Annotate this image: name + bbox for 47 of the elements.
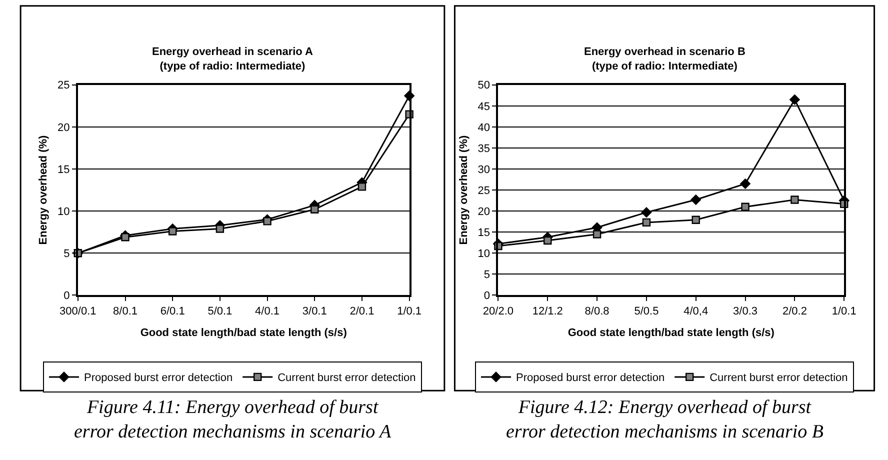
x-tick-label: 3/0.3 bbox=[733, 305, 758, 318]
chart-subtitle: (type of radio: Intermediate) bbox=[592, 60, 738, 72]
caption: Figure 4.11: Energy overhead of burst error detection mechanisms in scenario A bbox=[74, 397, 392, 443]
chart-subtitle: (type of radio: Intermediate) bbox=[160, 60, 306, 72]
y-tick-label: 5 bbox=[484, 269, 490, 282]
chart-title: Energy overhead in scenario B bbox=[584, 46, 746, 58]
x-tick-label: 3/0.1 bbox=[302, 305, 327, 318]
y-tick-label: 30 bbox=[478, 164, 490, 176]
x-tick-label: 5/0.5 bbox=[634, 305, 659, 318]
y-tick-label: 0 bbox=[484, 290, 490, 302]
y-tick-label: 45 bbox=[478, 100, 490, 113]
y-tick-label: 25 bbox=[57, 80, 70, 92]
x-tick-label: 4/0.1 bbox=[255, 305, 280, 318]
x-tick-label: 300/0.1 bbox=[60, 305, 96, 318]
y-tick-label: 35 bbox=[478, 142, 490, 155]
x-axis-title: Good state length/bad state length (s/s) bbox=[140, 327, 348, 340]
legend-label: Proposed burst error detection bbox=[516, 372, 665, 384]
x-tick-label: 1/0.1 bbox=[832, 305, 856, 318]
x-tick-label: 5/0.1 bbox=[208, 305, 232, 318]
legend-label: Proposed burst error detection bbox=[84, 372, 233, 384]
caption: Figure 4.12: Energy overhead of burst error detection mechanisms in scenario B bbox=[506, 397, 824, 443]
x-tick-label: 4/0,4 bbox=[684, 305, 708, 318]
x-tick-label: 6/0.1 bbox=[160, 305, 185, 318]
y-axis-title: Energy overhead (%) bbox=[458, 135, 470, 245]
y-tick-label: 40 bbox=[478, 122, 490, 134]
y-tick-label: 5 bbox=[64, 248, 70, 260]
x-tick-label: 12/1.2 bbox=[532, 305, 563, 318]
x-axis-title: Good state length/bad state length (s/s) bbox=[568, 327, 775, 340]
legend-label: Current burst error detection bbox=[278, 372, 416, 384]
y-tick-label: 10 bbox=[478, 248, 490, 260]
y-tick-label: 20 bbox=[57, 122, 70, 134]
y-tick-label: 15 bbox=[57, 164, 70, 176]
y-tick-label: 0 bbox=[64, 290, 70, 302]
y-tick-label: 10 bbox=[57, 206, 70, 218]
legend-label: Current burst error detection bbox=[710, 372, 848, 384]
x-tick-label: 2/0.1 bbox=[350, 305, 374, 318]
y-axis-title: Energy overhead (%) bbox=[38, 135, 50, 245]
x-tick-label: 1/0.1 bbox=[397, 305, 422, 318]
chart-title: Energy overhead in scenario A bbox=[152, 46, 314, 58]
y-tick-label: 50 bbox=[478, 80, 490, 92]
x-tick-label: 8/0.1 bbox=[113, 305, 138, 318]
x-tick-label: 20/2.0 bbox=[482, 305, 514, 318]
y-tick-label: 20 bbox=[478, 206, 490, 218]
y-tick-label: 25 bbox=[478, 184, 490, 197]
x-tick-label: 8/0.8 bbox=[584, 305, 610, 318]
x-tick-label: 2/0.2 bbox=[782, 305, 807, 318]
y-tick-label: 15 bbox=[478, 226, 490, 239]
